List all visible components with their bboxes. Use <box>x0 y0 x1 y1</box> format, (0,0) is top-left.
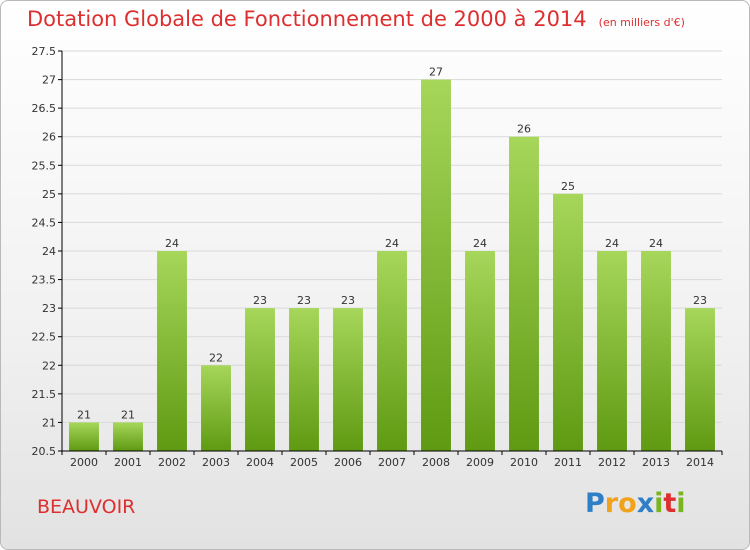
bar <box>245 308 275 451</box>
y-tick-label: 25.5 <box>32 159 57 172</box>
bar <box>509 136 539 451</box>
x-tick-label: 2011 <box>554 456 582 469</box>
data-label: 21 <box>121 408 135 421</box>
logo-letter: r <box>604 488 619 519</box>
title-text: Dotation Globale de Fonctionnement de 20… <box>27 7 587 31</box>
x-tick-label: 2008 <box>422 456 450 469</box>
logo-letter: P <box>585 488 605 519</box>
x-tick-label: 2012 <box>598 456 626 469</box>
data-label: 24 <box>473 237 487 250</box>
proxiti-logo: Proxiti <box>585 488 686 519</box>
y-tick-label: 26 <box>42 131 56 144</box>
logo-letter: i <box>654 488 664 519</box>
bar <box>685 308 715 451</box>
bar <box>597 251 627 451</box>
y-tick-label: 22.5 <box>32 331 57 344</box>
x-tick-label: 2006 <box>334 456 362 469</box>
logo-letter: t <box>663 488 677 519</box>
data-label: 25 <box>561 180 575 193</box>
x-tick-label: 2009 <box>466 456 494 469</box>
y-tick-label: 23.5 <box>32 274 57 287</box>
data-label: 24 <box>649 237 663 250</box>
x-tick-label: 2005 <box>290 456 318 469</box>
x-tick-label: 2010 <box>510 456 538 469</box>
data-label: 24 <box>385 237 399 250</box>
bar <box>157 251 187 451</box>
y-tick-label: 21 <box>42 416 56 429</box>
y-tick-label: 21.5 <box>32 388 57 401</box>
data-label: 24 <box>165 237 179 250</box>
data-label: 21 <box>77 408 91 421</box>
y-tick-label: 22 <box>42 359 56 372</box>
commune-name: BEAUVOIR <box>37 496 136 518</box>
y-tick-label: 24.5 <box>32 216 57 229</box>
bars <box>69 79 715 452</box>
bar <box>553 193 583 451</box>
chart-title: Dotation Globale de Fonctionnement de 20… <box>27 7 685 31</box>
x-tick-label: 2000 <box>70 456 98 469</box>
data-label: 26 <box>517 123 531 136</box>
data-label: 23 <box>253 294 267 307</box>
bar <box>113 422 143 451</box>
data-label: 23 <box>693 294 707 307</box>
chart-subtitle: (en milliers d'€) <box>598 16 685 29</box>
bar <box>201 365 231 451</box>
bar <box>465 251 495 451</box>
bar <box>289 308 319 451</box>
y-tick-label: 23 <box>42 302 56 315</box>
y-tick-label: 27.5 <box>32 45 57 58</box>
data-label: 23 <box>341 294 355 307</box>
bar <box>333 308 363 451</box>
logo-letter: i <box>676 488 686 519</box>
logo-letter: o <box>618 488 637 519</box>
x-tick-label: 2002 <box>158 456 186 469</box>
x-tick-label: 2014 <box>686 456 714 469</box>
y-tick-label: 25 <box>42 188 56 201</box>
labels: 20.5 21 21.5 22 22.5 23 23.5 24 24.5 25 25.5 26 26.5… <box>32 45 715 469</box>
bar <box>69 422 99 451</box>
y-tick-label: 24 <box>42 245 56 258</box>
axes <box>58 50 723 455</box>
x-tick-label: 2001 <box>114 456 142 469</box>
bar <box>641 251 671 451</box>
y-tick-label: 26.5 <box>32 102 57 115</box>
data-label: 24 <box>605 237 619 250</box>
logo-letter: x <box>636 488 655 519</box>
x-tick-label: 2004 <box>246 456 274 469</box>
data-label: 27 <box>429 66 443 79</box>
bar <box>377 251 407 451</box>
x-tick-label: 2003 <box>202 456 230 469</box>
bar <box>421 79 451 452</box>
x-tick-label: 2007 <box>378 456 406 469</box>
y-tick-label: 20.5 <box>32 445 57 458</box>
x-tick-label: 2013 <box>642 456 670 469</box>
data-label: 23 <box>297 294 311 307</box>
y-tick-label: 27 <box>42 74 56 87</box>
data-label: 22 <box>209 351 223 364</box>
